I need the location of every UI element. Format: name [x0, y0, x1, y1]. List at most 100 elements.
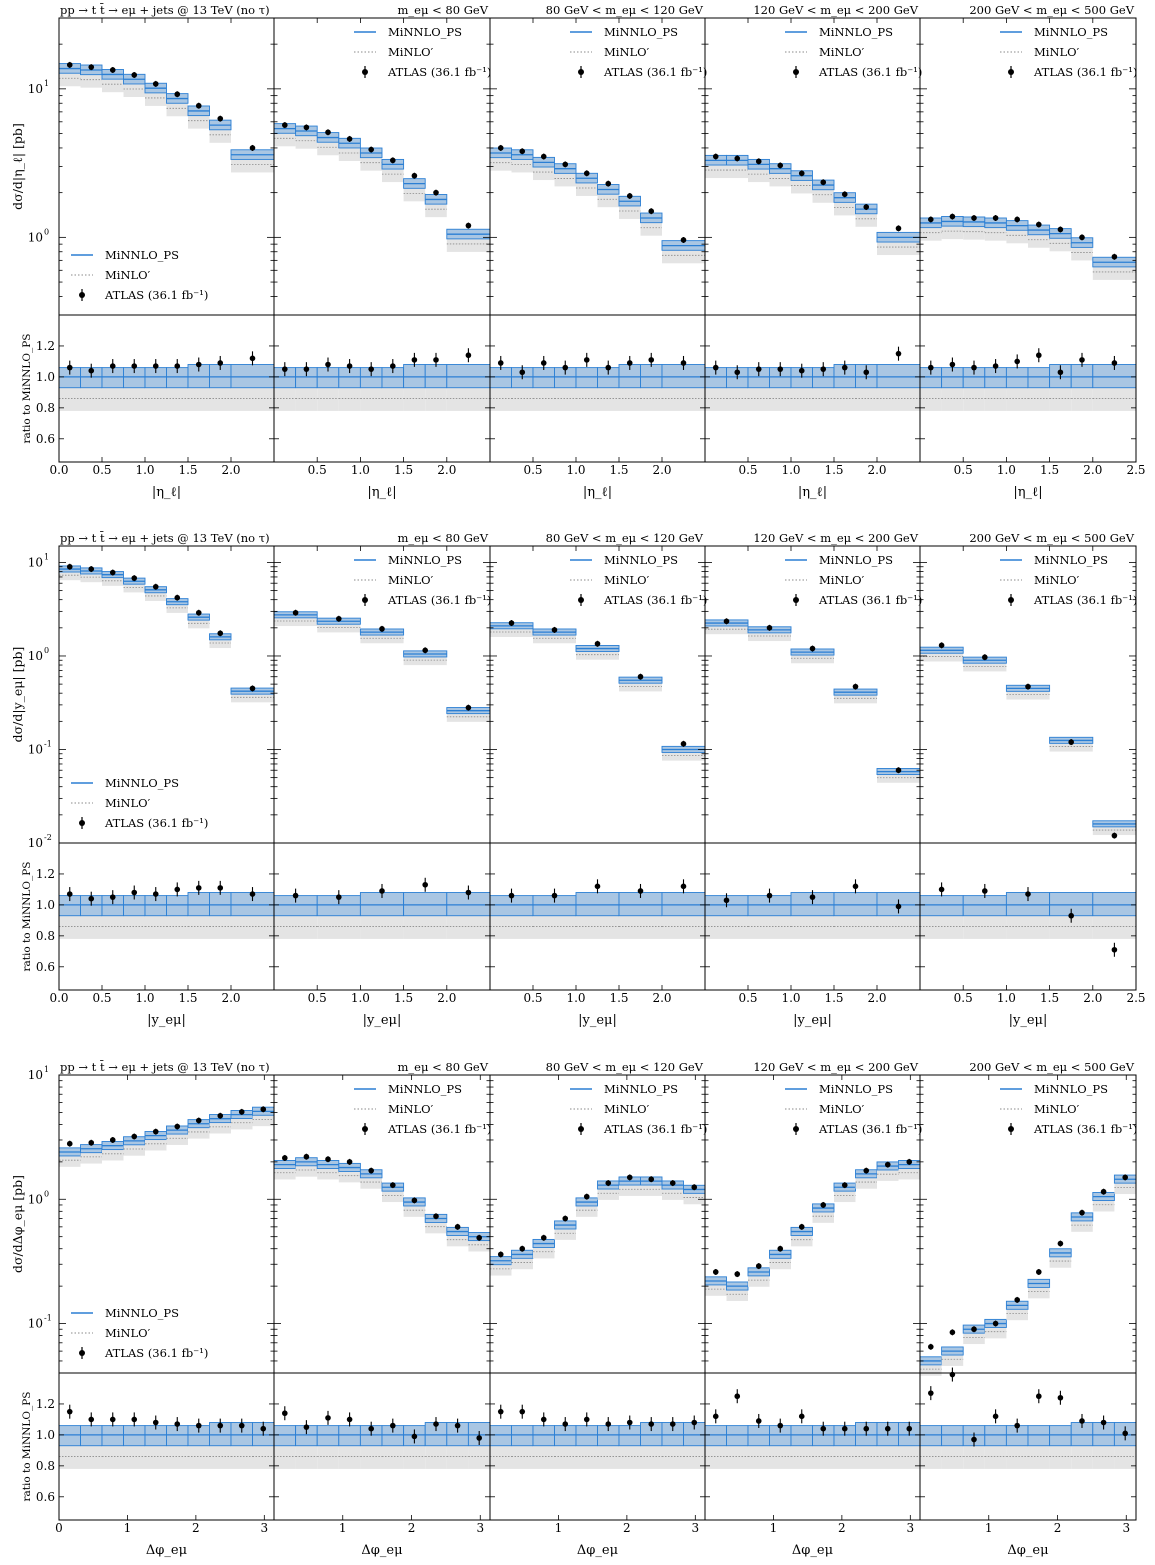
data-point	[411, 172, 418, 179]
legend-data-label: ATLAS (36.1 fb⁻¹)	[387, 1122, 491, 1136]
legend-data-swatch-dot	[1008, 1126, 1014, 1132]
x-tick-label: 0.5	[523, 463, 542, 477]
ratio-minnlo-band	[575, 367, 598, 389]
x-axis-label: Δφ_eμ	[146, 1543, 187, 1558]
ratio-minlo-band	[791, 912, 834, 939]
ratio-minlo-band	[360, 912, 404, 939]
ratio-minlo-band	[446, 1442, 469, 1469]
minlo-band	[533, 166, 555, 181]
data-point	[109, 67, 116, 73]
ratio-minnlo-band	[1027, 367, 1051, 389]
ratio-minlo-band	[59, 1442, 81, 1469]
ratio-minlo-band	[123, 912, 145, 939]
ratio-point	[798, 367, 805, 374]
minlo-band	[1049, 237, 1072, 252]
minlo-band	[274, 617, 318, 627]
ratio-point	[734, 369, 741, 376]
panel-5: 200 GeV < m_eμ < 500 GeV 1 2 3 Δφ_eμ MiNNLO_P…	[919, 1060, 1137, 1558]
x-tick-label: 1.5	[178, 991, 197, 1005]
minlo-band	[532, 1246, 555, 1259]
minlo-band	[662, 1188, 684, 1200]
ratio-point	[476, 1435, 482, 1441]
ratio-minlo-band	[425, 384, 447, 411]
legend-data-label: ATLAS (36.1 fb⁻¹)	[818, 1122, 922, 1136]
ratio-y-tick-label: 1.0	[36, 1428, 55, 1442]
minlo-band	[166, 1133, 189, 1145]
ratio-minlo-band	[102, 912, 124, 939]
ratio-minlo-band	[338, 384, 361, 411]
legend-data-swatch-dot	[362, 69, 368, 75]
legend-minlo-label: MiNLO′	[105, 796, 151, 810]
y-tick-exponent: -2	[44, 833, 52, 842]
data-point	[755, 158, 762, 165]
legend-top: MiNNLO_PS MiNLO′ ATLAS (36.1 fb⁻¹)	[785, 1082, 922, 1136]
x-tick-label: 1.0	[351, 991, 370, 1005]
ratio-point	[66, 1408, 73, 1415]
ratio-point	[88, 367, 95, 374]
ratio-minnlo-band	[273, 1425, 297, 1447]
data-point	[433, 1213, 439, 1220]
x-tick-label: 1.0	[997, 463, 1016, 477]
chart-row-3: dσ/dΔφ_eμ [pb] ratio to MiNNLO_PS pp → t t…	[10, 1060, 1137, 1558]
minlo-band	[144, 1138, 167, 1151]
ratio-minlo-band	[490, 912, 533, 939]
ratio-point	[465, 889, 472, 896]
minlo-band	[619, 1184, 641, 1196]
data-point	[1057, 1240, 1064, 1247]
minlo-band	[747, 1275, 770, 1287]
data-point	[637, 673, 644, 680]
data-point	[551, 627, 558, 633]
y-tick-exponent: -1	[44, 1314, 52, 1323]
data-point	[66, 1140, 73, 1147]
ratio-minlo-band	[769, 1442, 791, 1469]
ratio-minnlo-band	[209, 892, 232, 917]
minlo-band	[812, 1211, 835, 1223]
data-point	[131, 1133, 138, 1140]
minlo-band	[683, 1192, 705, 1205]
ratio-point	[841, 1425, 848, 1432]
x-axis-label: Δφ_eμ	[792, 1543, 833, 1558]
bin-label: 120 GeV < m_eμ < 200 GeV	[753, 531, 918, 545]
data-point	[626, 1174, 633, 1181]
data-point	[109, 569, 116, 576]
data-point	[863, 1167, 870, 1174]
x-tick-label: 1.0	[566, 991, 585, 1005]
data-point	[605, 180, 612, 187]
minlo-band	[123, 1144, 145, 1156]
data-point	[282, 122, 288, 128]
data-point	[109, 1137, 116, 1143]
ratio-minlo-band	[490, 384, 512, 411]
ratio-minlo-band	[1092, 1442, 1115, 1469]
ratio-minnlo-band	[1092, 892, 1137, 917]
minlo-band	[898, 1167, 920, 1180]
minlo-band	[102, 78, 124, 93]
data-point	[648, 208, 655, 215]
x-tick-label: 0.0	[49, 463, 68, 477]
x-axis-label: |η_ℓ|	[798, 485, 827, 500]
bin-label: 200 GeV < m_eμ < 500 GeV	[969, 3, 1134, 17]
data-point	[734, 155, 741, 162]
data-point	[906, 1159, 913, 1165]
legend-data-label: ATLAS (36.1 fb⁻¹)	[603, 1122, 707, 1136]
y-tick-exponent: -1	[44, 739, 52, 748]
legend-top: MiNNLO_PS MiNLO′ ATLAS (36.1 fb⁻¹)	[1000, 25, 1137, 79]
data-point	[303, 1153, 310, 1160]
data-point	[465, 704, 472, 711]
ratio-point	[497, 1408, 504, 1415]
ratio-minlo-band	[554, 1442, 576, 1469]
data-point	[411, 1197, 418, 1204]
data-point	[217, 630, 224, 637]
panel-1: 0.0 0.5 1.0 1.5 2.0|y_eμ|0.60.81.01.210 -210-…	[28, 545, 275, 1028]
minlo-band	[855, 213, 877, 227]
ratio-point	[433, 1421, 439, 1427]
minlo-band	[360, 156, 382, 171]
x-axis-label: |η_ℓ|	[1013, 485, 1042, 500]
legend-data-label: ATLAS (36.1 fb⁻¹)	[818, 593, 922, 607]
minlo-band	[80, 73, 102, 88]
ratio-point	[691, 1419, 698, 1426]
ratio-minlo-band	[231, 1442, 253, 1469]
legend-data-swatch-dot	[578, 597, 584, 603]
x-tick-label: 1.5	[824, 463, 843, 477]
